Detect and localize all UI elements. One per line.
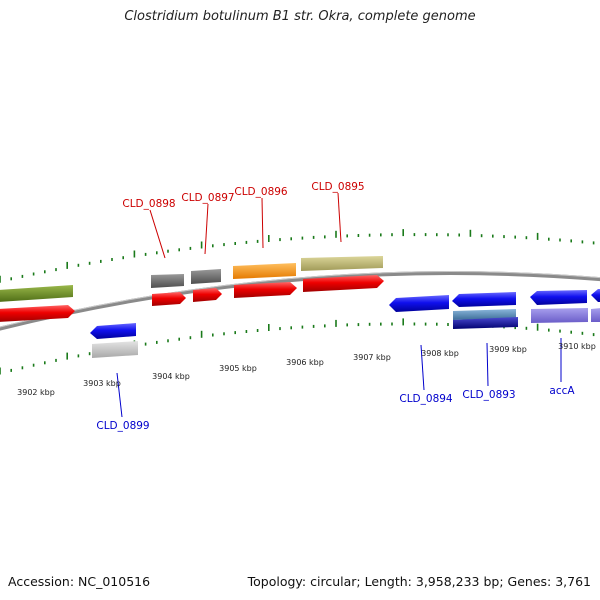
gene-feature[interactable] [530,290,587,305]
accession-text: Accession: NC_010516 [8,574,151,589]
gene-feature[interactable] [453,317,518,329]
kbp-label: 3903 kbp [83,379,121,388]
kbp-label: 3910 kbp [558,342,596,351]
reverse-genes [90,289,600,358]
gene-feature[interactable] [191,269,221,284]
gene-feature[interactable] [453,309,516,320]
kbp-label: 3906 kbp [286,358,324,367]
kbp-label: 3909 kbp [489,345,527,354]
gene-label-cld-0898[interactable]: CLD_0898 [122,198,175,210]
kbp-label: 3905 kbp [219,364,257,373]
gene-label-cld-0897[interactable]: CLD_0897 [181,192,234,204]
gene-feature[interactable] [193,288,222,302]
genome-title: Clostridium botulinum B1 str. Okra, comp… [124,9,476,24]
gene-label-acca[interactable]: accA [549,385,575,397]
gene-feature[interactable] [152,292,186,306]
genome-backbone [0,271,600,331]
kbp-label: 3907 kbp [353,353,391,362]
label-leaders [116,192,562,418]
kbp-label: 3902 kbp [17,388,55,397]
gene-label-cld-0894[interactable]: CLD_0894 [399,393,453,405]
gene-feature[interactable] [0,305,75,322]
gene-label-cld-0899[interactable]: CLD_0899 [96,420,149,432]
gene-feature[interactable] [151,274,184,288]
gene-feature[interactable] [303,275,384,292]
gene-feature[interactable] [301,256,383,271]
kbp-label: 3904 kbp [152,372,190,381]
gene-feature[interactable] [591,308,600,322]
outer-tick-track [0,229,595,283]
gene-feature[interactable] [591,289,600,302]
gene-label-cld-0893[interactable]: CLD_0893 [462,389,515,401]
forward-genes [0,256,384,322]
gene-feature[interactable] [234,282,297,298]
gene-label-cld-0895[interactable]: CLD_0895 [311,181,364,193]
topology-text: Topology: circular; Length: 3,958,233 bp… [247,574,591,589]
gene-feature[interactable] [92,341,138,358]
gene-feature[interactable] [531,308,588,323]
gene-feature[interactable] [90,323,136,339]
kbp-label: 3908 kbp [421,349,459,358]
gene-feature[interactable] [0,285,73,302]
gene-feature[interactable] [452,292,516,307]
gene-feature[interactable] [233,263,296,279]
gene-feature[interactable] [389,295,449,312]
gene-label-cld-0896[interactable]: CLD_0896 [234,186,288,198]
